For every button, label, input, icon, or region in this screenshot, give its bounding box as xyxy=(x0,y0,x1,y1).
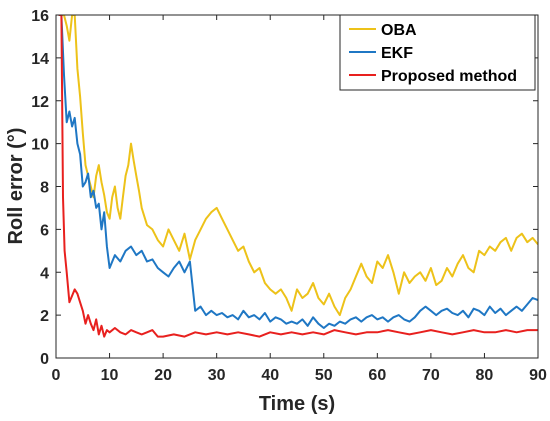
y-tick-label: 8 xyxy=(40,180,49,197)
x-tick-label: 50 xyxy=(315,367,333,384)
x-tick-label: 90 xyxy=(529,367,547,384)
legend-label: EKF xyxy=(381,45,413,62)
x-axis-title: Time (s) xyxy=(259,393,335,415)
y-tick-label: 4 xyxy=(40,265,49,282)
y-tick-label: 2 xyxy=(40,308,49,325)
y-axis-title: Roll error (°) xyxy=(5,128,27,245)
legend: OBA EKF Proposed method xyxy=(339,14,536,91)
legend-label: OBA xyxy=(381,22,417,39)
x-tick-label: 60 xyxy=(368,367,386,384)
series-line-0 xyxy=(58,15,538,317)
axis-ticks: 0 10 20 30 40 50 60 70 80 90 0 2 4 6 8 10 12 14 16 xyxy=(31,8,547,384)
y-tick-label: 16 xyxy=(31,8,49,25)
y-tick-label: 0 xyxy=(40,351,49,368)
series-layer xyxy=(58,15,538,338)
x-tick-label: 20 xyxy=(154,367,172,384)
y-tick-label: 10 xyxy=(31,137,49,154)
series-line-2 xyxy=(58,15,538,338)
y-tick-label: 14 xyxy=(31,51,49,68)
x-tick-label: 10 xyxy=(101,367,119,384)
series-line-1 xyxy=(58,15,538,329)
x-tick-label: 30 xyxy=(208,367,226,384)
legend-label: Proposed method xyxy=(381,68,517,85)
x-tick-label: 0 xyxy=(52,367,61,384)
x-tick-label: 40 xyxy=(261,367,279,384)
x-tick-label: 80 xyxy=(476,367,494,384)
y-tick-label: 6 xyxy=(40,222,49,239)
y-tick-label: 12 xyxy=(31,94,49,111)
x-tick-label: 70 xyxy=(422,367,440,384)
